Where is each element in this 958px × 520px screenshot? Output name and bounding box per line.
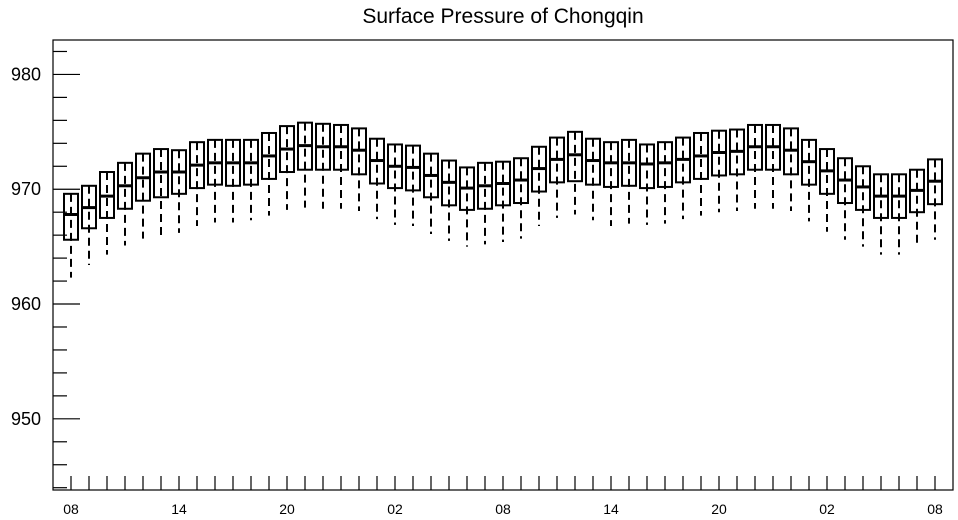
candle	[81, 184, 97, 265]
candle	[261, 131, 277, 216]
x-tick-label: 08	[927, 501, 943, 517]
y-tick-label: 960	[11, 294, 41, 314]
candle	[675, 136, 691, 220]
candle	[63, 192, 79, 278]
candles	[63, 121, 943, 278]
y-axis: 950 960 970 980	[11, 50, 80, 489]
candle	[549, 136, 565, 218]
candle	[99, 171, 115, 255]
candle	[117, 161, 133, 246]
x-tick-label: 20	[711, 501, 727, 517]
candle	[819, 148, 835, 232]
y-tick-label: 970	[11, 179, 41, 199]
candle	[441, 159, 457, 241]
plot-area: 950 960 970 980 08 14 20 02 08 14 20 02 08	[11, 39, 954, 517]
x-tick-label: 08	[63, 501, 79, 517]
candle	[585, 137, 601, 221]
candle	[891, 173, 907, 255]
candle	[495, 160, 511, 243]
candle	[657, 141, 673, 224]
candle	[513, 157, 529, 239]
candle	[747, 123, 763, 209]
x-tick-label: 14	[603, 501, 619, 517]
y-tick-label: 950	[11, 409, 41, 429]
candle	[225, 138, 241, 223]
candle	[387, 143, 403, 225]
candle	[153, 148, 169, 238]
interquartile-box	[657, 141, 673, 188]
candle	[189, 141, 205, 226]
candle	[729, 128, 745, 212]
candle	[423, 152, 439, 235]
candle	[459, 166, 475, 247]
candle	[639, 143, 655, 225]
chart-title: Surface Pressure of Chongqin	[362, 5, 643, 28]
interquartile-box	[567, 130, 583, 183]
candle	[207, 138, 223, 223]
candle	[567, 130, 583, 215]
candle	[765, 123, 781, 209]
x-tick-label: 02	[387, 501, 403, 517]
candle	[855, 165, 871, 247]
candle	[693, 131, 709, 216]
candle	[909, 168, 925, 248]
candle	[801, 138, 817, 222]
candle	[333, 123, 349, 209]
candle	[873, 173, 889, 255]
candle	[369, 137, 385, 220]
candle	[603, 141, 619, 226]
candle	[783, 127, 799, 212]
candle	[531, 145, 547, 226]
y-tick-label: 980	[11, 64, 41, 84]
candle	[279, 125, 295, 210]
interquartile-box	[639, 143, 655, 190]
candle	[351, 127, 367, 212]
candle	[135, 152, 151, 239]
candle	[405, 144, 421, 226]
x-tick-label: 14	[171, 501, 187, 517]
candle	[243, 138, 259, 221]
interquartile-box	[63, 192, 79, 241]
candle	[297, 121, 313, 208]
candle	[315, 122, 331, 209]
candle	[621, 138, 637, 224]
candle	[837, 157, 853, 240]
x-tick-label: 20	[279, 501, 295, 517]
interquartile-box	[603, 141, 619, 188]
x-axis: 08 14 20 02 08 14 20 02 08	[63, 476, 943, 517]
candle	[477, 161, 493, 245]
x-tick-label: 08	[495, 501, 511, 517]
x-tick-label: 02	[819, 501, 835, 517]
candle	[711, 129, 727, 213]
candle	[171, 149, 187, 233]
candle	[927, 158, 943, 240]
